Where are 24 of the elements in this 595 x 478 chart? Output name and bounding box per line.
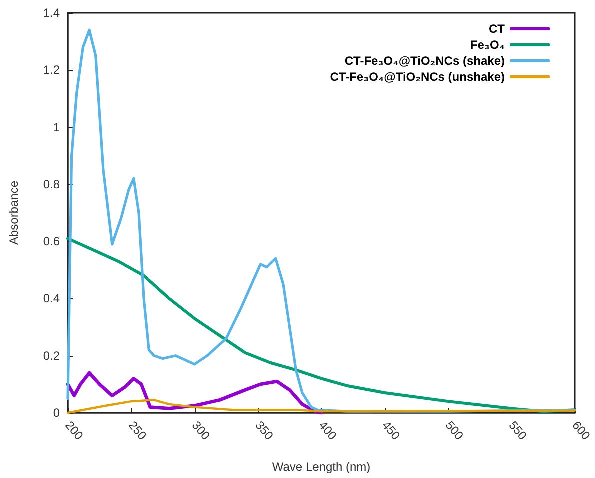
x-tick-label: 550 [506, 418, 530, 444]
y-tick-label: 1 [53, 120, 60, 134]
y-tick-label: 1.2 [43, 63, 60, 78]
y-tick-label: 0.6 [43, 234, 60, 249]
legend-label: CT [489, 22, 506, 36]
x-tick-label: 400 [316, 418, 340, 444]
legend-label: Fe₃O₄ [470, 38, 506, 52]
legend-label: CT-Fe₃O₄@TiO₂NCs (shake) [344, 54, 505, 68]
y-axis-title: Absorbance [7, 180, 21, 246]
x-tick-label: 350 [252, 418, 277, 444]
x-tick-label: 200 [62, 418, 86, 444]
x-tick-label: 600 [570, 418, 594, 444]
x-tick-label: 500 [442, 418, 467, 444]
legend-label: CT-Fe₃O₄@TiO₂NCs (unshake) [330, 70, 505, 84]
x-tick-label: 250 [126, 418, 150, 444]
y-tick-label: 0.8 [43, 177, 60, 192]
x-tick-label: 450 [380, 418, 404, 444]
y-tick-label: 0.2 [43, 348, 60, 363]
x-axis-title: Wave Length (nm) [272, 460, 371, 474]
x-tick-label: 300 [189, 418, 214, 444]
y-tick-label: 0.4 [43, 292, 60, 306]
y-tick-label: 0 [53, 406, 60, 420]
y-tick-label: 1.4 [43, 6, 60, 20]
line-series [66, 371, 324, 415]
